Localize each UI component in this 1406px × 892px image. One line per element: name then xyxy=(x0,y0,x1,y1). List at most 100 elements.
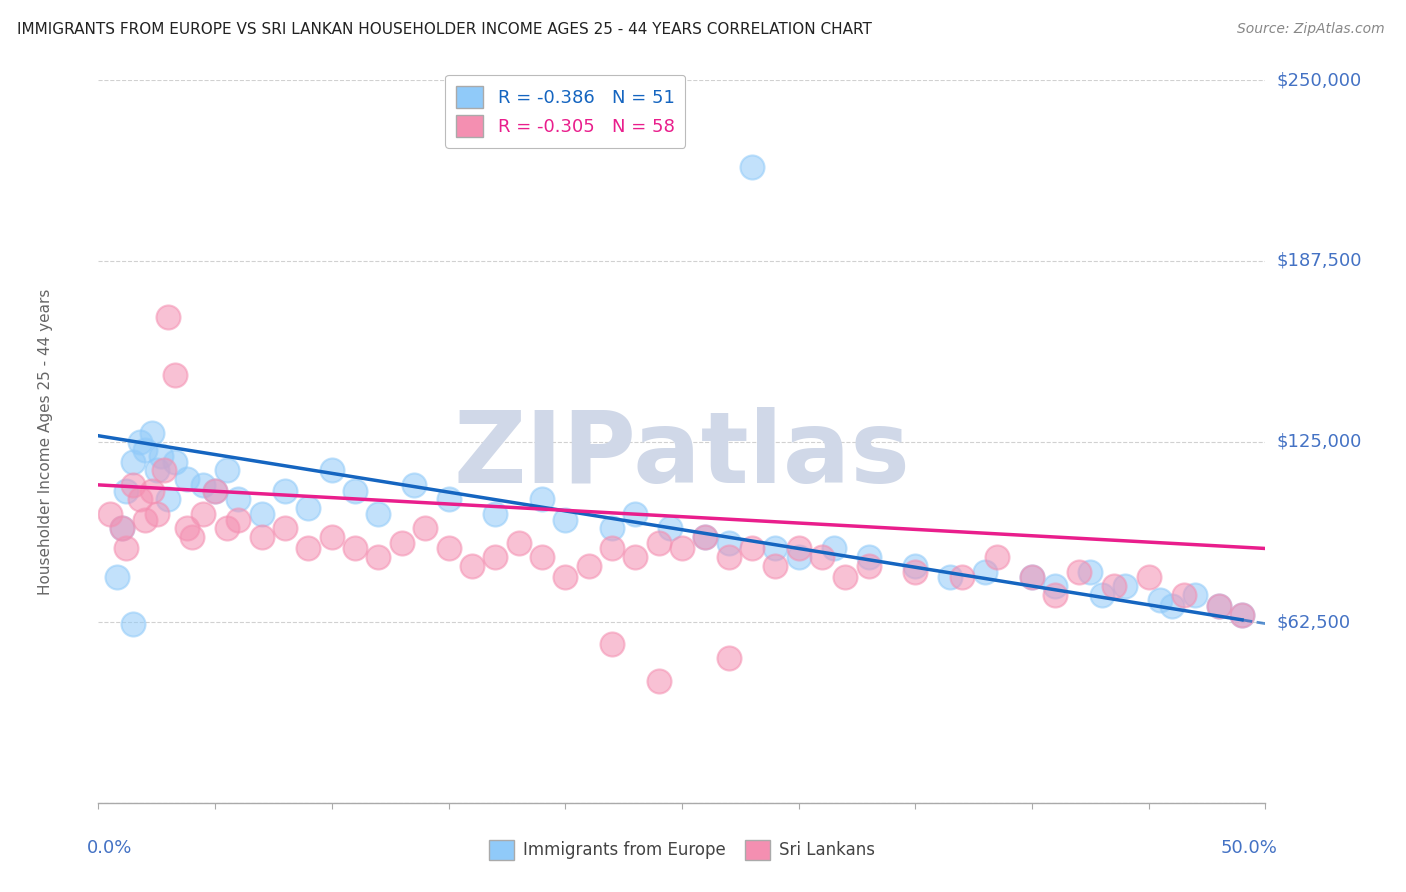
Point xyxy=(413,521,436,535)
Legend: Immigrants from Europe, Sri Lankans: Immigrants from Europe, Sri Lankans xyxy=(482,833,882,867)
Point xyxy=(215,521,238,535)
Point xyxy=(1230,607,1253,622)
Point xyxy=(165,455,187,469)
Point xyxy=(647,535,669,549)
Point xyxy=(787,541,810,556)
Point xyxy=(659,521,682,535)
Point xyxy=(176,472,198,486)
Point xyxy=(344,483,367,498)
Point xyxy=(228,512,250,526)
Text: $250,000: $250,000 xyxy=(1277,71,1362,89)
Point xyxy=(204,483,226,498)
Point xyxy=(1045,579,1067,593)
Point xyxy=(176,521,198,535)
Point xyxy=(600,637,623,651)
Point xyxy=(157,310,180,325)
Text: $187,500: $187,500 xyxy=(1277,252,1362,270)
Point xyxy=(530,492,553,507)
Point xyxy=(321,463,343,477)
Point xyxy=(508,535,530,549)
Point xyxy=(157,492,180,507)
Point xyxy=(1067,565,1090,579)
Point xyxy=(1102,579,1125,593)
Point xyxy=(461,558,484,573)
Point xyxy=(180,530,202,544)
Point xyxy=(437,541,460,556)
Point xyxy=(297,541,319,556)
Point xyxy=(1161,599,1184,614)
Text: Householder Income Ages 25 - 44 years: Householder Income Ages 25 - 44 years xyxy=(38,288,53,595)
Point xyxy=(484,550,506,565)
Point xyxy=(344,541,367,556)
Text: Source: ZipAtlas.com: Source: ZipAtlas.com xyxy=(1237,22,1385,37)
Point xyxy=(1173,588,1195,602)
Text: $125,000: $125,000 xyxy=(1277,433,1362,450)
Point xyxy=(146,507,169,521)
Point xyxy=(600,541,623,556)
Point xyxy=(741,160,763,174)
Point xyxy=(1045,588,1067,602)
Point xyxy=(1091,588,1114,602)
Point xyxy=(1137,570,1160,584)
Point xyxy=(274,483,297,498)
Point xyxy=(122,478,145,492)
Point xyxy=(974,565,997,579)
Point xyxy=(647,674,669,689)
Point xyxy=(811,550,834,565)
Point xyxy=(134,512,156,526)
Point xyxy=(834,570,856,584)
Point xyxy=(554,512,576,526)
Point xyxy=(141,425,163,440)
Point xyxy=(741,541,763,556)
Point xyxy=(115,483,138,498)
Point xyxy=(763,541,786,556)
Point xyxy=(787,550,810,565)
Text: $62,500: $62,500 xyxy=(1277,613,1351,632)
Point xyxy=(530,550,553,565)
Point xyxy=(204,483,226,498)
Point xyxy=(986,550,1008,565)
Point xyxy=(484,507,506,521)
Point xyxy=(578,558,600,573)
Point xyxy=(1208,599,1230,614)
Point xyxy=(904,558,927,573)
Point xyxy=(115,541,138,556)
Point xyxy=(193,478,215,492)
Point xyxy=(122,455,145,469)
Point xyxy=(717,550,740,565)
Point xyxy=(1021,570,1043,584)
Point xyxy=(1230,607,1253,622)
Point xyxy=(152,463,174,477)
Point xyxy=(367,550,389,565)
Point xyxy=(134,443,156,458)
Point xyxy=(950,570,973,584)
Point xyxy=(624,550,647,565)
Point xyxy=(150,449,173,463)
Point xyxy=(165,368,187,382)
Point xyxy=(717,651,740,665)
Point xyxy=(763,558,786,573)
Point xyxy=(297,501,319,516)
Point xyxy=(695,530,717,544)
Point xyxy=(671,541,693,556)
Point xyxy=(250,507,273,521)
Point xyxy=(402,478,425,492)
Point xyxy=(904,565,927,579)
Point xyxy=(554,570,576,584)
Point xyxy=(250,530,273,544)
Point xyxy=(624,507,647,521)
Point xyxy=(939,570,962,584)
Text: 0.0%: 0.0% xyxy=(87,838,132,857)
Text: 50.0%: 50.0% xyxy=(1220,838,1277,857)
Point xyxy=(129,492,152,507)
Point xyxy=(111,521,134,535)
Text: IMMIGRANTS FROM EUROPE VS SRI LANKAN HOUSEHOLDER INCOME AGES 25 - 44 YEARS CORRE: IMMIGRANTS FROM EUROPE VS SRI LANKAN HOU… xyxy=(17,22,872,37)
Point xyxy=(1149,593,1171,607)
Point xyxy=(858,558,880,573)
Point xyxy=(1021,570,1043,584)
Text: ZIPatlas: ZIPatlas xyxy=(454,408,910,505)
Point xyxy=(98,507,121,521)
Point xyxy=(215,463,238,477)
Point xyxy=(695,530,717,544)
Point xyxy=(437,492,460,507)
